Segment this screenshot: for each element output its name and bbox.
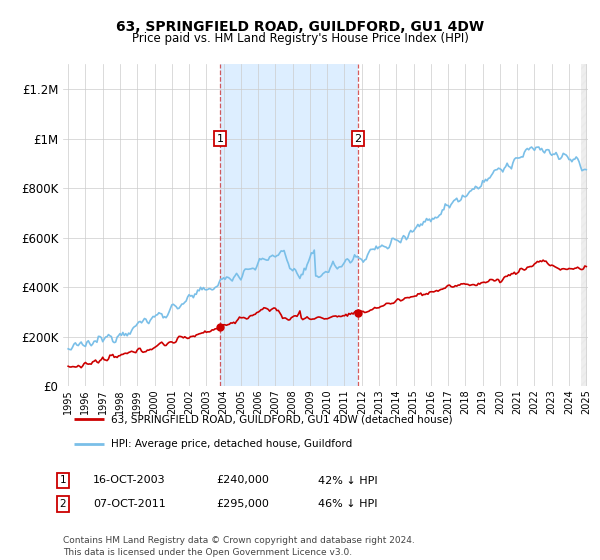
- Text: £295,000: £295,000: [216, 499, 269, 509]
- Text: 2: 2: [59, 499, 67, 509]
- Text: 1: 1: [217, 134, 223, 144]
- Text: 63, SPRINGFIELD ROAD, GUILDFORD, GU1 4DW: 63, SPRINGFIELD ROAD, GUILDFORD, GU1 4DW: [116, 20, 484, 34]
- Text: HPI: Average price, detached house, Guildford: HPI: Average price, detached house, Guil…: [111, 438, 352, 449]
- Text: 46% ↓ HPI: 46% ↓ HPI: [318, 499, 377, 509]
- Text: 07-OCT-2011: 07-OCT-2011: [93, 499, 166, 509]
- Text: 1: 1: [59, 475, 67, 486]
- Text: 63, SPRINGFIELD ROAD, GUILDFORD, GU1 4DW (detached house): 63, SPRINGFIELD ROAD, GUILDFORD, GU1 4DW…: [111, 414, 452, 424]
- Text: 42% ↓ HPI: 42% ↓ HPI: [318, 475, 377, 486]
- Text: 16-OCT-2003: 16-OCT-2003: [93, 475, 166, 486]
- Bar: [581, 64, 587, 386]
- Text: 2: 2: [355, 134, 362, 144]
- Bar: [220, 64, 358, 386]
- Text: Price paid vs. HM Land Registry's House Price Index (HPI): Price paid vs. HM Land Registry's House …: [131, 32, 469, 45]
- Text: £240,000: £240,000: [216, 475, 269, 486]
- Text: Contains HM Land Registry data © Crown copyright and database right 2024.
This d: Contains HM Land Registry data © Crown c…: [63, 536, 415, 557]
